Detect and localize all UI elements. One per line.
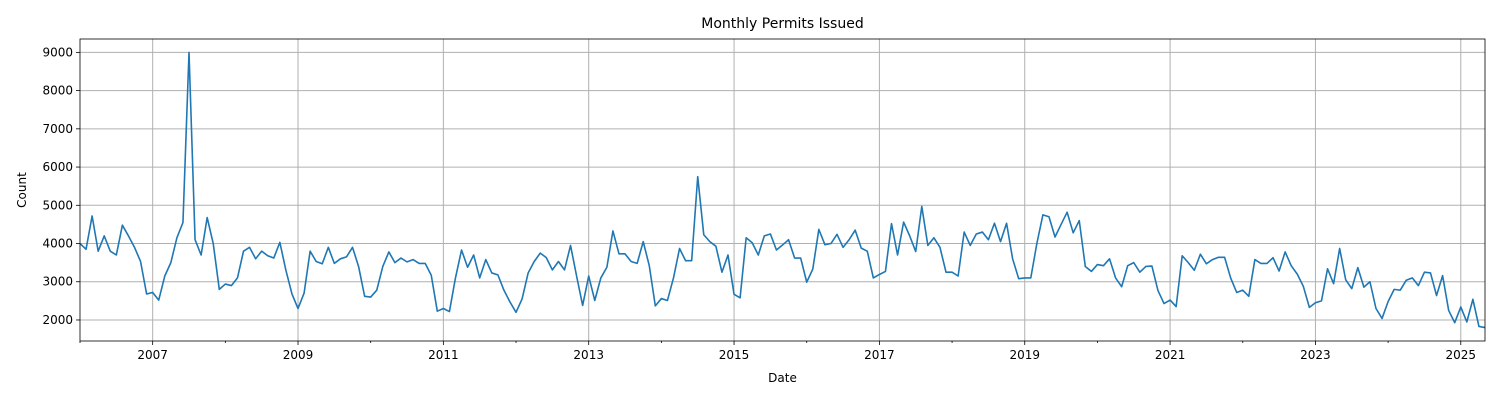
series-line — [80, 51, 1485, 329]
x-tick-label: 2019 — [1009, 348, 1040, 362]
x-tick-label: 2011 — [428, 348, 459, 362]
x-tick-label: 2009 — [283, 348, 314, 362]
y-tick-label: 6000 — [42, 160, 73, 174]
series-layer — [80, 51, 1485, 329]
y-axis-label: Count — [15, 172, 29, 208]
y-tick-label: 2000 — [42, 313, 73, 327]
axis-ticks: 2000 3000 4000 5000 6000 7000 8000 9000 2007 2009… — [42, 45, 1476, 362]
y-tick-label: 4000 — [42, 237, 73, 251]
y-tick-label: 8000 — [42, 84, 73, 98]
y-tick-label: 7000 — [42, 122, 73, 136]
x-tick-label: 2021 — [1155, 348, 1186, 362]
x-tick-label: 2023 — [1300, 348, 1331, 362]
y-tick-label: 9000 — [42, 45, 73, 59]
x-tick-label: 2015 — [719, 348, 750, 362]
chart-title: Monthly Permits Issued — [701, 16, 863, 32]
x-tick-label: 2025 — [1446, 348, 1477, 362]
x-axis-label: Date — [768, 371, 797, 385]
x-tick-label: 2007 — [137, 348, 168, 362]
plot-frame — [79, 38, 1486, 342]
y-tick-label: 5000 — [42, 198, 73, 212]
grid-lines — [80, 39, 1485, 341]
x-tick-label: 2013 — [573, 348, 604, 362]
y-tick-label: 3000 — [42, 275, 73, 289]
x-tick-label: 2017 — [864, 348, 895, 362]
